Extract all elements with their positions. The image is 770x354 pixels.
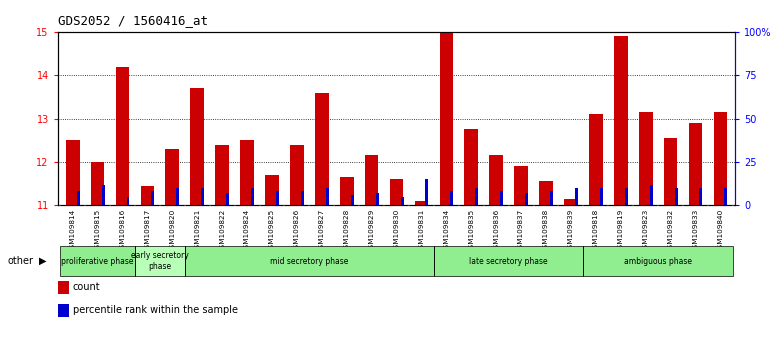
Text: GSM109835: GSM109835 [468,209,474,253]
Bar [176,188,179,205]
Text: GSM109838: GSM109838 [543,209,549,253]
Bar [650,184,653,205]
Bar [390,179,403,205]
Text: GSM109815: GSM109815 [95,209,101,253]
Bar [639,112,652,205]
Bar [614,36,628,205]
Bar [340,177,353,205]
Text: proliferative phase: proliferative phase [62,257,134,266]
Text: mid secretory phase: mid secretory phase [270,257,349,266]
Bar [166,149,179,205]
Bar [539,182,553,205]
Bar [185,246,434,276]
Bar [251,188,254,205]
Bar [265,175,279,205]
Bar [500,192,503,205]
Bar [326,188,329,205]
Bar [350,195,353,205]
Bar [376,193,379,205]
Bar [141,186,154,205]
Bar [216,144,229,205]
Text: GSM109823: GSM109823 [643,209,648,253]
Bar [152,192,155,205]
Bar [365,155,379,205]
Text: GSM109824: GSM109824 [244,209,250,253]
Text: GSM109832: GSM109832 [668,209,674,253]
Bar [664,138,678,205]
Bar [600,188,603,205]
Bar [525,193,528,205]
Text: GSM109833: GSM109833 [692,209,698,253]
Bar [624,188,628,205]
Bar [58,281,69,293]
Bar [699,188,702,205]
Bar [240,140,254,205]
Text: GSM109826: GSM109826 [294,209,300,253]
Bar [276,192,279,205]
Text: GSM109814: GSM109814 [70,209,75,253]
Bar [550,192,553,205]
Bar [126,197,129,205]
Text: GSM109825: GSM109825 [269,209,275,253]
Bar [116,67,129,205]
Text: GSM109828: GSM109828 [343,209,350,253]
Bar [589,114,603,205]
Bar [400,197,403,205]
Text: GSM109834: GSM109834 [444,209,450,253]
Text: GSM109831: GSM109831 [418,209,424,253]
Bar [490,155,503,205]
Text: GSM109822: GSM109822 [219,209,225,253]
Bar [135,246,185,276]
Bar [725,188,728,205]
Text: GSM109830: GSM109830 [393,209,400,253]
Text: GSM109816: GSM109816 [119,209,126,253]
Bar [301,192,304,205]
Bar [315,93,329,205]
Text: GSM109820: GSM109820 [169,209,176,253]
Bar [60,246,135,276]
Bar [575,188,578,205]
Bar [464,130,478,205]
Text: late secretory phase: late secretory phase [470,257,548,266]
Bar [564,199,578,205]
Bar [226,193,229,205]
Bar [675,188,678,205]
Text: GSM109836: GSM109836 [494,209,499,253]
Text: GSM109817: GSM109817 [145,209,150,253]
Bar [201,188,204,205]
Bar [414,201,428,205]
Text: GSM109818: GSM109818 [593,209,599,253]
Text: other: other [8,256,34,266]
Text: ▶: ▶ [38,256,46,266]
Bar [434,246,584,276]
Text: GSM109840: GSM109840 [718,209,723,253]
Text: percentile rank within the sample: percentile rank within the sample [72,305,238,315]
Text: GSM109829: GSM109829 [369,209,375,253]
Text: count: count [72,282,100,292]
Bar [102,184,105,205]
Bar [450,192,454,205]
Text: ambiguous phase: ambiguous phase [624,257,692,266]
Bar [688,123,702,205]
Bar [426,179,428,205]
Bar [190,88,204,205]
Bar [91,162,105,205]
Text: GSM109839: GSM109839 [568,209,574,253]
Text: GSM109837: GSM109837 [518,209,524,253]
Text: early secretory
phase: early secretory phase [131,251,189,271]
Text: GDS2052 / 1560416_at: GDS2052 / 1560416_at [58,14,208,27]
Bar [58,304,69,316]
Text: GSM109827: GSM109827 [319,209,325,253]
Bar [514,166,528,205]
Text: GSM109821: GSM109821 [194,209,200,253]
Bar [77,192,79,205]
Bar [66,140,79,205]
Text: GSM109819: GSM109819 [618,209,624,253]
Bar [440,32,454,205]
Bar [714,112,727,205]
Bar [475,188,478,205]
Bar [584,246,733,276]
Bar [290,144,303,205]
